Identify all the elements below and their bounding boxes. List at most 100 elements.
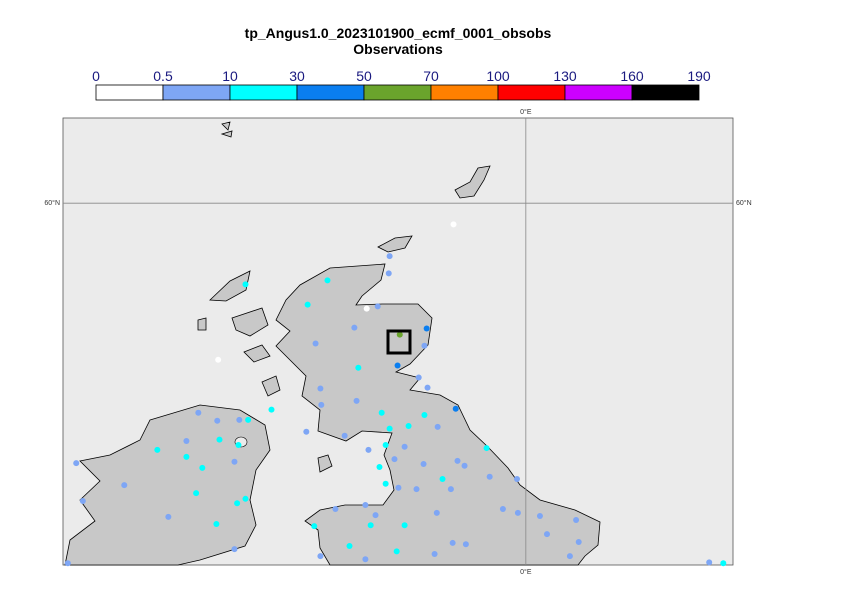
- colorbar-label: 0.5: [153, 68, 173, 84]
- colorbar-label: 0: [92, 68, 100, 84]
- station: [79, 498, 86, 505]
- lewis: [209, 270, 251, 302]
- station: [483, 445, 490, 452]
- station: [462, 541, 469, 548]
- colorbar-box: [430, 84, 499, 101]
- station: [317, 553, 324, 560]
- station: [215, 356, 222, 363]
- station: [454, 457, 461, 464]
- station: [193, 490, 200, 497]
- station: [304, 301, 311, 308]
- station: [318, 401, 325, 408]
- colorbar-label: 100: [486, 68, 510, 84]
- colorbar-label: 160: [620, 68, 644, 84]
- station: [231, 458, 238, 465]
- station: [450, 221, 457, 228]
- chart-subtitle: Observations: [353, 41, 443, 57]
- station: [434, 423, 441, 430]
- colorbar-box: [363, 84, 432, 101]
- station: [514, 475, 521, 482]
- station: [401, 522, 408, 529]
- station: [386, 253, 393, 260]
- station: [706, 559, 713, 566]
- station: [236, 416, 243, 423]
- domain-box: [386, 329, 412, 355]
- station: [362, 501, 369, 508]
- great-britain: [275, 263, 601, 566]
- station: [415, 374, 422, 381]
- station: [720, 560, 727, 567]
- lat-label: 60°N: [736, 199, 752, 207]
- station: [165, 513, 172, 520]
- station: [405, 423, 412, 430]
- station: [391, 456, 398, 463]
- station: [401, 443, 408, 450]
- lon-label: 0°E: [520, 568, 532, 576]
- station: [214, 417, 221, 424]
- shetland: [454, 165, 491, 199]
- station: [393, 548, 400, 555]
- station: [376, 464, 383, 471]
- station: [351, 324, 358, 331]
- station: [486, 473, 493, 480]
- station: [64, 560, 71, 567]
- station: [183, 453, 190, 460]
- coastlines: [64, 121, 601, 566]
- station: [199, 464, 206, 471]
- colorbar-label: 50: [356, 68, 372, 84]
- lon-label: 0°E: [520, 108, 532, 116]
- colorbar-label: 10: [222, 68, 238, 84]
- station: [573, 516, 580, 523]
- station: [268, 406, 275, 413]
- station: [543, 531, 550, 538]
- station: [332, 505, 339, 512]
- station: [242, 495, 249, 502]
- station: [423, 325, 430, 332]
- station: [324, 277, 331, 284]
- station: [183, 438, 190, 445]
- station: [353, 397, 360, 404]
- station: [245, 416, 252, 423]
- station: [439, 475, 446, 482]
- colorbar-box: [631, 84, 700, 101]
- station: [235, 441, 242, 448]
- station: [121, 482, 128, 489]
- station: [213, 520, 220, 527]
- station: [231, 546, 238, 553]
- station: [433, 509, 440, 516]
- station: [452, 405, 459, 412]
- station: [396, 331, 403, 338]
- station: [317, 385, 324, 392]
- orkney: [377, 235, 413, 253]
- colorbar-box: [162, 84, 231, 101]
- station: [566, 553, 573, 560]
- station: [362, 556, 369, 563]
- station: [378, 409, 385, 416]
- lat-label: 60°N: [44, 199, 60, 207]
- station: [242, 281, 249, 288]
- station: [536, 513, 543, 520]
- station: [346, 543, 353, 550]
- station: [154, 446, 161, 453]
- isle-of-man: [317, 454, 333, 473]
- station: [216, 436, 223, 443]
- colorbar-box: [497, 84, 566, 101]
- colorbar-label: 130: [553, 68, 577, 84]
- mull: [243, 344, 271, 363]
- stations: [64, 221, 727, 567]
- station: [421, 411, 428, 418]
- station: [382, 480, 389, 487]
- islets: [197, 121, 233, 331]
- station: [447, 486, 454, 493]
- station: [341, 432, 348, 439]
- station: [386, 425, 393, 432]
- station: [195, 409, 202, 416]
- colorbar-label: 70: [423, 68, 439, 84]
- station: [385, 270, 392, 277]
- station: [514, 509, 521, 516]
- colorbar-box: [95, 84, 164, 101]
- colorbar-box: [229, 84, 298, 101]
- station: [363, 305, 370, 312]
